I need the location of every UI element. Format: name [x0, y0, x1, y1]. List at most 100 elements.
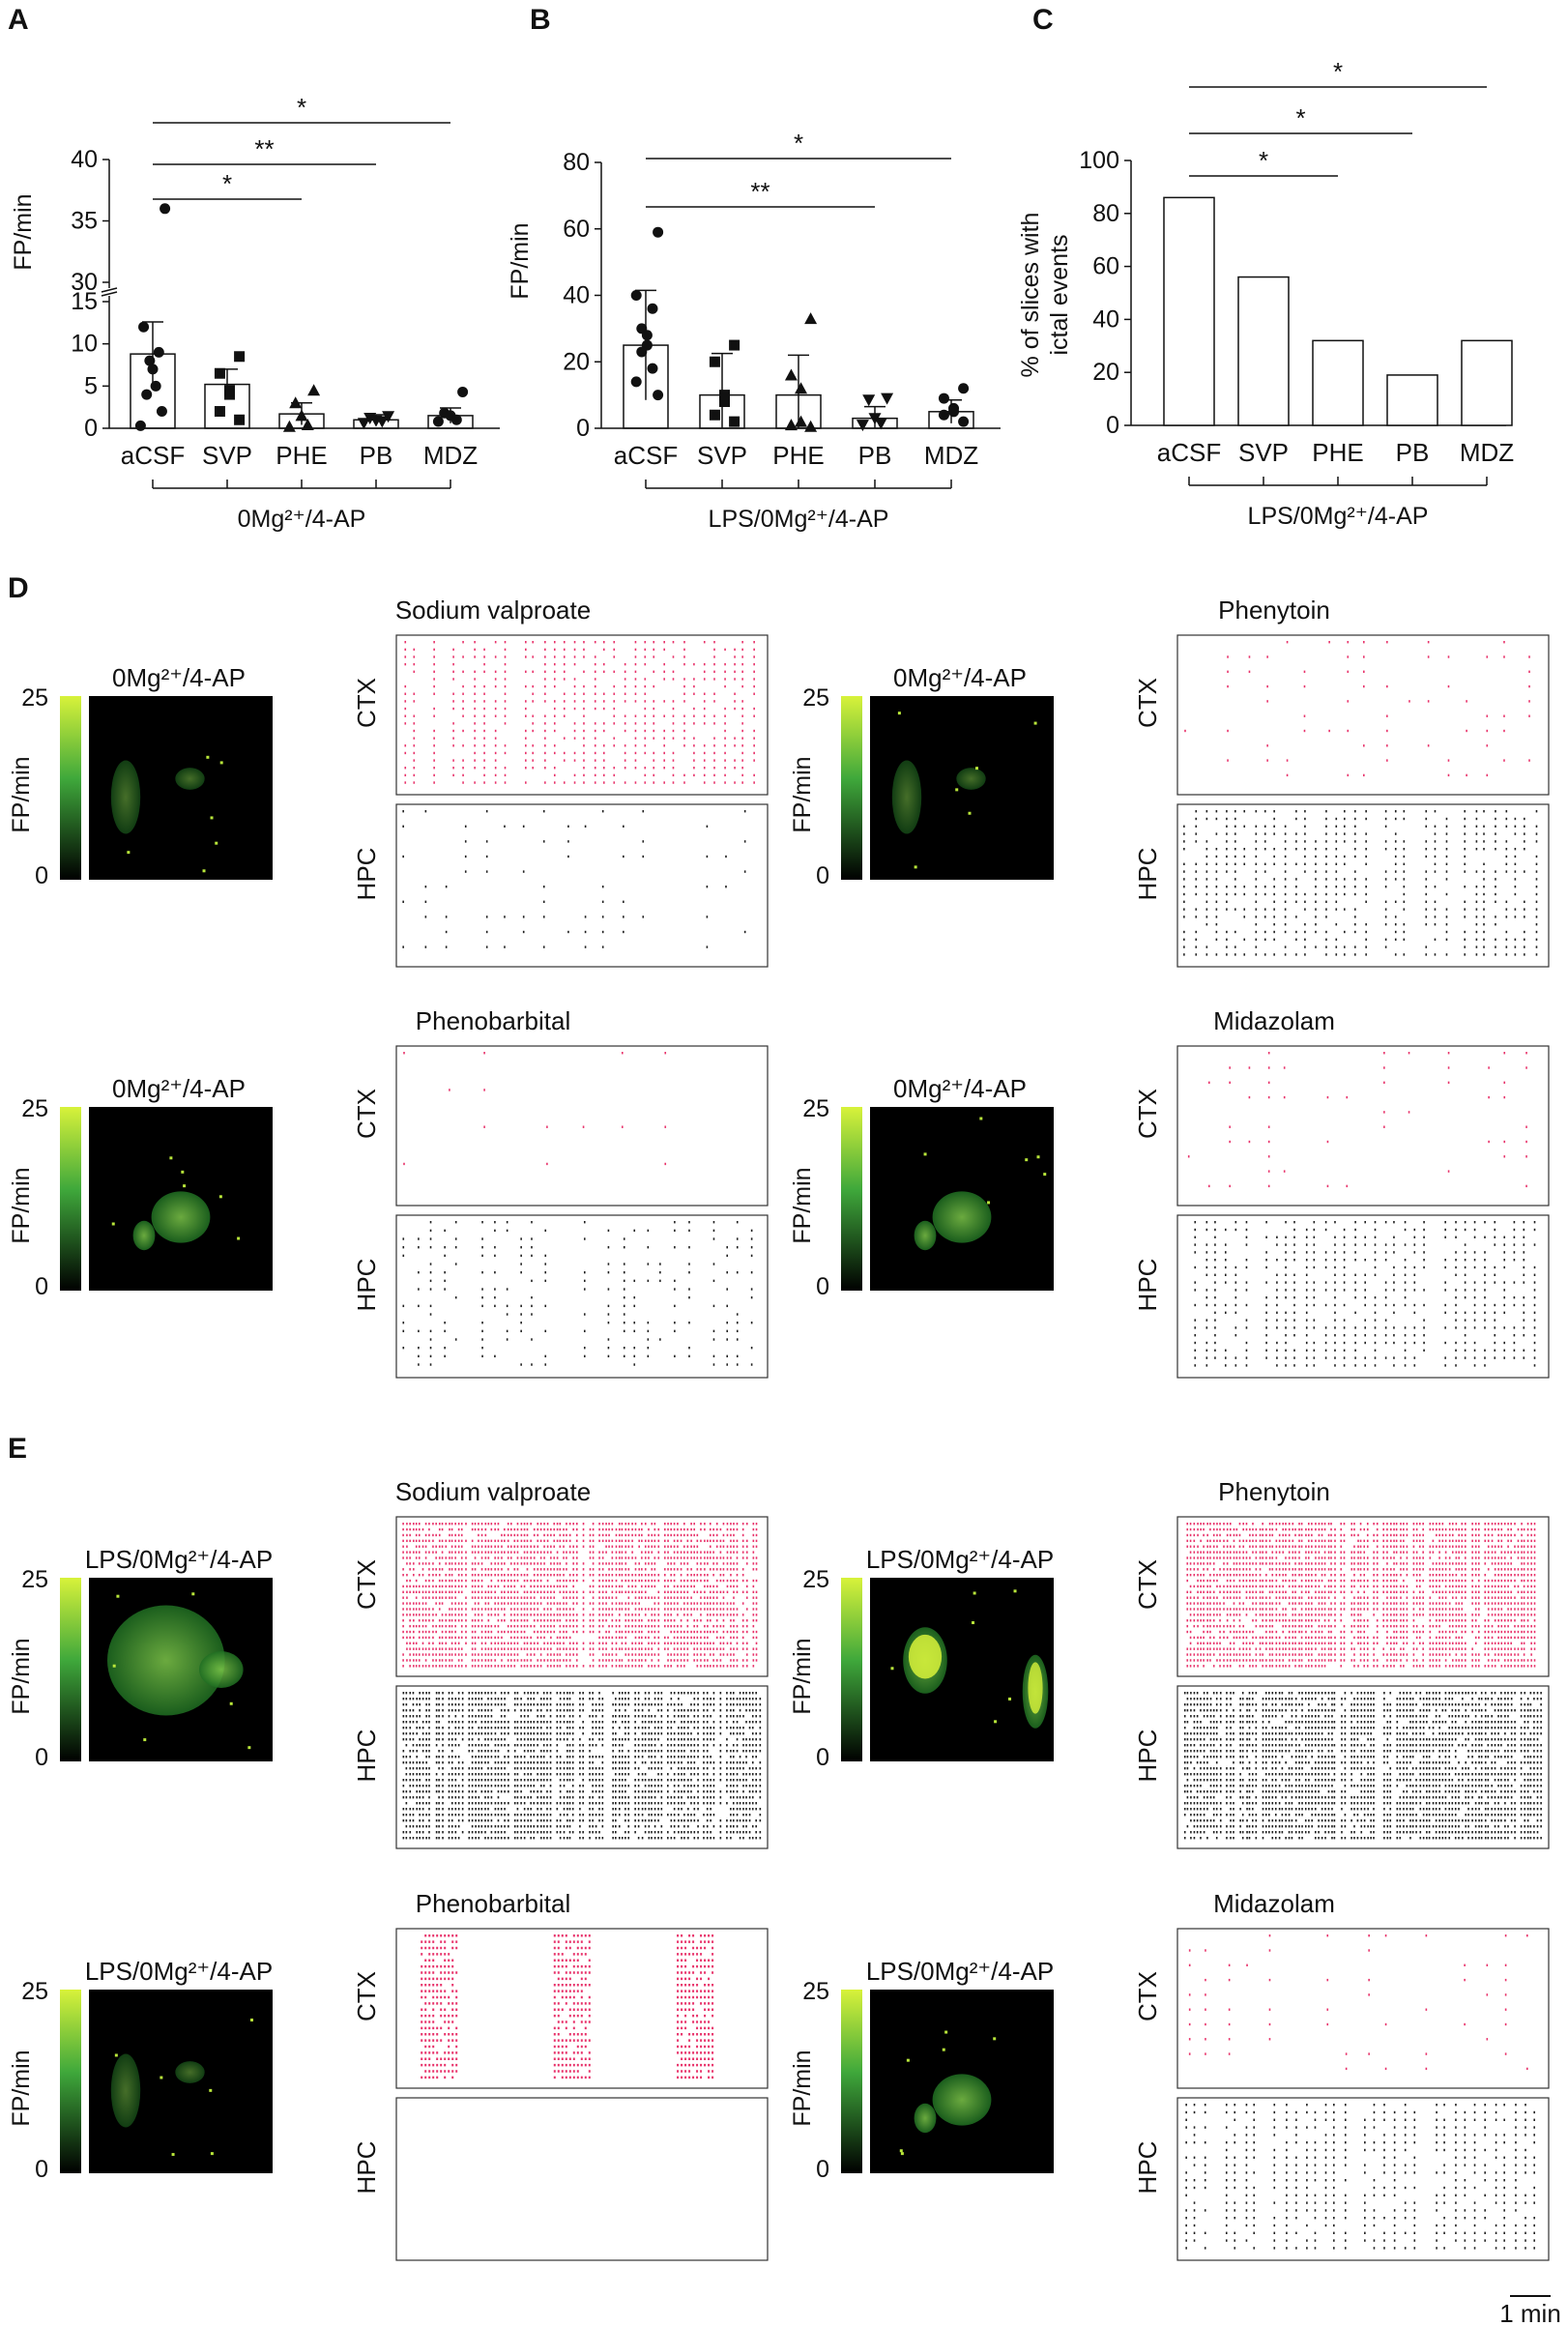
spike: [1535, 930, 1538, 934]
spike: [621, 1052, 624, 1055]
spike: [566, 1602, 567, 1605]
data-point: [138, 321, 150, 333]
spike: [1248, 1095, 1251, 1099]
spike: [454, 1614, 456, 1616]
spike: [1475, 945, 1478, 948]
spike: [409, 1539, 411, 1543]
spike: [1295, 817, 1297, 821]
spike: [624, 729, 626, 733]
spike: [478, 1636, 479, 1640]
spike: [1263, 892, 1266, 896]
spike: [520, 1647, 523, 1650]
spike: [713, 692, 715, 695]
spike: [1404, 1221, 1407, 1224]
spike: [504, 1619, 506, 1622]
spike: [1284, 840, 1287, 843]
spike: [563, 700, 566, 703]
spike: [1483, 878, 1485, 881]
spike: [504, 670, 507, 673]
spike: [1305, 1341, 1308, 1345]
spike: [1234, 1364, 1237, 1367]
spike: [464, 870, 467, 873]
spike: [525, 641, 527, 644]
spike: [1455, 1296, 1457, 1299]
spike: [677, 1647, 679, 1650]
spike: [1495, 878, 1496, 881]
spike: [461, 1709, 464, 1712]
spike: [680, 1527, 682, 1531]
spike: [516, 1608, 519, 1611]
spike: [1403, 878, 1406, 881]
spike: [1413, 1265, 1416, 1269]
spike: [605, 1596, 607, 1599]
spike: [736, 1590, 739, 1594]
spike: [703, 700, 706, 703]
spike: [736, 1363, 739, 1366]
spike: [1304, 930, 1306, 934]
data-point: [874, 418, 887, 430]
spike: [674, 1322, 676, 1324]
spike: [425, 1692, 427, 1695]
spike: [680, 1585, 682, 1588]
spike: [1284, 923, 1287, 926]
spike: [730, 1636, 732, 1640]
spike: [449, 1636, 450, 1640]
spike: [1483, 848, 1485, 851]
spike: [475, 1756, 477, 1759]
spike: [1363, 641, 1365, 644]
spike: [438, 1709, 440, 1712]
spike: [712, 1338, 715, 1341]
spike: [1464, 825, 1466, 828]
spike: [438, 1545, 441, 1548]
spike: [421, 1721, 424, 1724]
spike: [1384, 810, 1387, 813]
spike: [704, 1642, 706, 1644]
spike: [413, 1608, 415, 1611]
spike: [1354, 817, 1356, 821]
spike: [425, 1802, 427, 1805]
spike: [504, 1647, 506, 1650]
spike: [504, 1585, 506, 1588]
spike: [487, 1619, 490, 1622]
spike: [525, 648, 527, 652]
spike: [733, 1602, 735, 1605]
spike: [435, 1808, 438, 1811]
spike: [475, 1819, 477, 1822]
spike: [445, 1562, 448, 1565]
spike: [1286, 773, 1289, 777]
spike: [634, 767, 637, 770]
spike: [450, 1614, 453, 1616]
spike: [475, 1703, 477, 1706]
spike: [1364, 1341, 1367, 1345]
spike: [438, 1562, 441, 1565]
spike: [663, 1608, 666, 1611]
spike: [1234, 1228, 1237, 1232]
spike: [1423, 1326, 1425, 1329]
spike: [1245, 1259, 1248, 1262]
panel-d-phenytoin-ctx-raster-spikes: [1184, 641, 1530, 777]
spike: [700, 1551, 702, 1554]
spike: [442, 1744, 444, 1747]
spike: [416, 1785, 419, 1788]
data-point: [938, 393, 949, 404]
spike: [601, 1659, 604, 1662]
spike: [1255, 855, 1258, 858]
spike: [1304, 862, 1306, 865]
spike: [504, 641, 507, 644]
spike: [1475, 817, 1478, 821]
spike: [509, 1596, 512, 1599]
spike: [1503, 1081, 1506, 1084]
panel-e-sodium-valproate-colorbar-label: FP/min: [8, 1638, 35, 1714]
spike: [428, 1767, 430, 1770]
spike: [1234, 878, 1236, 881]
spike: [428, 1831, 430, 1834]
spike: [1226, 945, 1228, 948]
spike: [686, 1562, 689, 1565]
spike: [523, 1596, 526, 1599]
spike: [715, 1608, 718, 1611]
spike: [438, 1647, 441, 1650]
spike: [494, 1596, 496, 1599]
spike: [448, 1796, 450, 1799]
spike: [611, 1596, 614, 1599]
spike: [736, 1329, 739, 1333]
